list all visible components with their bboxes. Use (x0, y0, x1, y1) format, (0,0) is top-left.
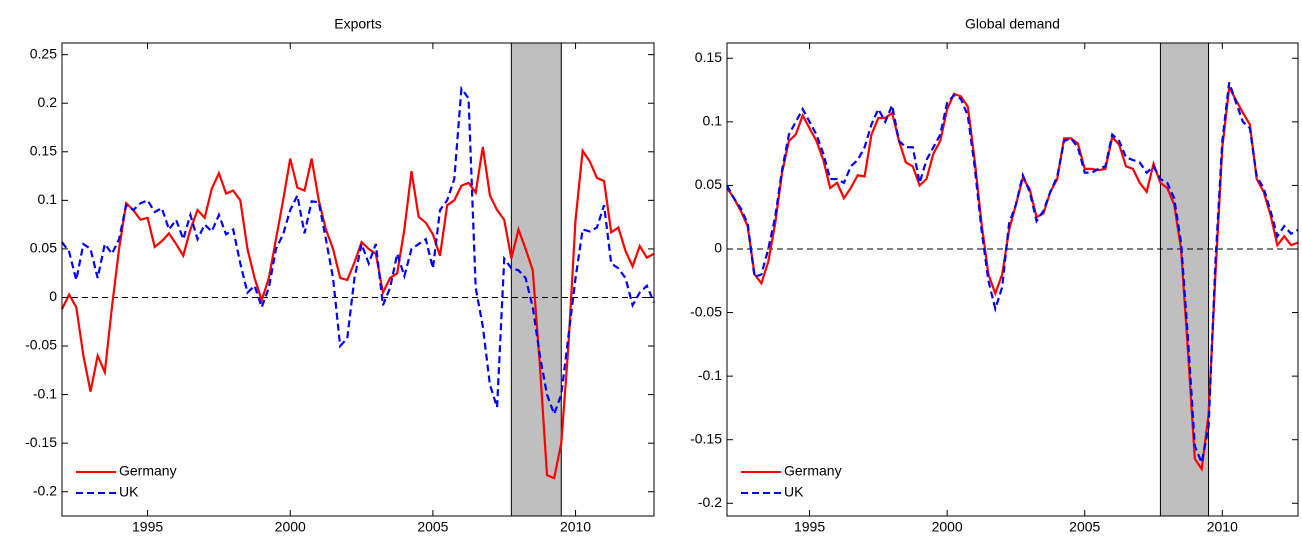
chart-title: Exports (334, 16, 381, 32)
plot-frame (61, 42, 655, 517)
y-tick-label: 0.15 (695, 49, 722, 65)
y-tick-label: -0.2 (698, 494, 722, 510)
x-tick-label: 2005 (417, 519, 448, 535)
y-tick-label: -0.1 (33, 385, 57, 401)
y-tick-label: -0.15 (25, 434, 57, 450)
x-tick-label: 1995 (794, 519, 825, 535)
shaded-region (510, 42, 562, 517)
x-tick-label: 2000 (932, 519, 963, 535)
x-tick-label: 2005 (1069, 519, 1100, 535)
x-tick-label: 2010 (560, 519, 591, 535)
series-line (61, 85, 656, 418)
y-tick-label: 0 (714, 240, 722, 256)
y-tick-label: -0.15 (690, 430, 722, 446)
y-tick-label: -0.05 (690, 303, 722, 319)
y-tick-label: 0.05 (30, 240, 57, 256)
x-tick-label: 2010 (1207, 519, 1238, 535)
y-tick-label: -0.05 (25, 337, 57, 353)
chart-title: Global demand (965, 16, 1060, 32)
series-line (726, 82, 1299, 467)
plot-frame (726, 42, 1299, 517)
y-tick-label: -0.1 (698, 367, 722, 383)
y-tick-label: 0.15 (30, 142, 57, 158)
series-line (726, 83, 1299, 472)
y-tick-label: 0.2 (38, 94, 58, 110)
legend-label: UK (119, 484, 139, 500)
legend-label: Germany (784, 463, 842, 479)
y-tick-label: -0.2 (33, 482, 57, 498)
series-line (61, 146, 655, 480)
y-tick-label: 0.1 (703, 113, 723, 129)
y-tick-label: 0.25 (30, 45, 57, 61)
x-tick-label: 2000 (275, 519, 306, 535)
legend-label: Germany (119, 463, 177, 479)
y-tick-label: 0.05 (695, 176, 722, 192)
legend-label: UK (784, 484, 804, 500)
x-tick-label: 1995 (132, 519, 163, 535)
y-tick-label: 0.1 (38, 191, 58, 207)
y-tick-label: 0 (49, 288, 57, 304)
